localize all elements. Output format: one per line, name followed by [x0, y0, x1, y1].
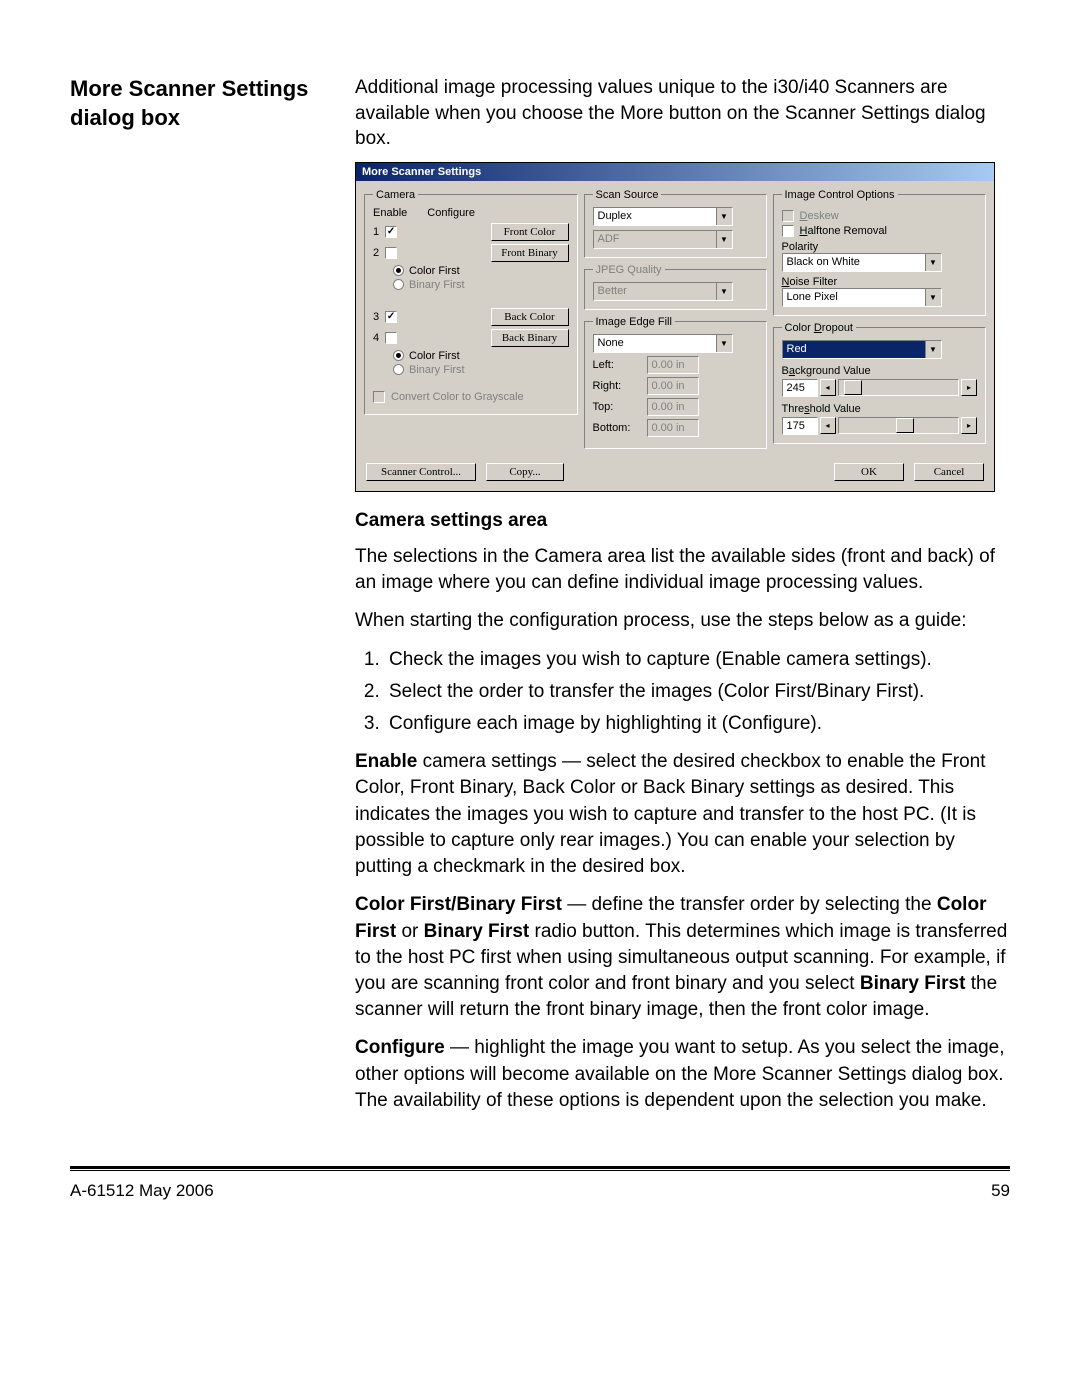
- scan-source-group: Scan Source Duplex▼ ADF▼: [584, 189, 767, 258]
- configure-header: Configure: [427, 207, 475, 219]
- camera-legend: Camera: [373, 189, 418, 201]
- scanner-control-button[interactable]: Scanner Control...: [366, 463, 476, 481]
- para-1: The selections in the Camera area list t…: [355, 544, 1010, 596]
- edge-right-field: 0.00 in: [647, 377, 699, 395]
- section-title: More Scanner Settings dialog box: [70, 75, 330, 132]
- ok-button[interactable]: OK: [834, 463, 904, 481]
- camera-settings-subhead: Camera settings area: [355, 510, 1010, 532]
- dialog-titlebar: More Scanner Settings: [356, 163, 994, 181]
- noise-filter-dropdown[interactable]: Lone Pixel▼: [782, 288, 942, 307]
- enable-4-checkbox[interactable]: [385, 332, 397, 344]
- edge-bottom-field: 0.00 in: [647, 419, 699, 437]
- ico-legend: Image Control Options: [782, 189, 898, 201]
- threshold-value-field[interactable]: 175: [782, 417, 818, 435]
- enable-3-checkbox[interactable]: ✓: [385, 311, 397, 323]
- jpeg-quality-dropdown: Better▼: [593, 282, 733, 301]
- color-first-radio-1[interactable]: [393, 265, 404, 276]
- para-2: When starting the configuration process,…: [355, 608, 1010, 634]
- copy-button[interactable]: Copy...: [486, 463, 564, 481]
- front-binary-button[interactable]: Front Binary: [491, 244, 569, 262]
- edge-fill-dropdown[interactable]: None▼: [593, 334, 733, 353]
- background-value-field[interactable]: 245: [782, 379, 818, 397]
- enable-header: Enable: [373, 207, 407, 219]
- camera-group: Camera Enable Configure 1 ✓ Front Color: [364, 189, 578, 415]
- configure-para: Configure — highlight the image you want…: [355, 1035, 1010, 1114]
- bg-right-arrow[interactable]: ▸: [961, 379, 977, 396]
- scan-source-legend: Scan Source: [593, 189, 662, 201]
- steps-list: Check the images you wish to capture (En…: [355, 647, 1010, 738]
- bg-left-arrow[interactable]: ◂: [820, 379, 836, 396]
- th-left-arrow[interactable]: ◂: [820, 417, 836, 434]
- intro-text: Additional image processing values uniqu…: [355, 75, 1010, 152]
- footer-left: A-61512 May 2006: [70, 1181, 214, 1201]
- jpeg-quality-group: JPEG Quality Better▼: [584, 264, 767, 310]
- enable-1-checkbox[interactable]: ✓: [385, 226, 397, 238]
- adf-dropdown: ADF▼: [593, 230, 733, 249]
- deskew-checkbox: [782, 210, 794, 222]
- halftone-checkbox[interactable]: [782, 225, 794, 237]
- binary-first-radio-1[interactable]: [393, 279, 404, 290]
- bg-slider[interactable]: [838, 379, 960, 396]
- jpeg-legend: JPEG Quality: [593, 264, 665, 276]
- binary-first-radio-2[interactable]: [393, 364, 404, 375]
- step-3: Configure each image by highlighting it …: [385, 711, 1010, 737]
- cancel-button[interactable]: Cancel: [914, 463, 984, 481]
- step-2: Select the order to transfer the images …: [385, 679, 1010, 705]
- footer-rule: [70, 1166, 1010, 1171]
- more-scanner-settings-dialog: More Scanner Settings Camera Enable Conf…: [355, 162, 995, 492]
- edge-fill-legend: Image Edge Fill: [593, 316, 675, 328]
- color-dropout-group: Color Dropout Red▼ Background Value 245 …: [773, 322, 987, 444]
- convert-grayscale-checkbox: [373, 391, 385, 403]
- edge-left-field: 0.00 in: [647, 356, 699, 374]
- enable-2-checkbox[interactable]: [385, 247, 397, 259]
- color-first-radio-2[interactable]: [393, 350, 404, 361]
- footer-page-number: 59: [991, 1181, 1010, 1201]
- polarity-dropdown[interactable]: Black on White▼: [782, 253, 942, 272]
- color-dropout-dropdown[interactable]: Red▼: [782, 340, 942, 359]
- scan-source-dropdown[interactable]: Duplex▼: [593, 207, 733, 226]
- th-slider[interactable]: [838, 417, 960, 434]
- back-color-button[interactable]: Back Color: [491, 308, 569, 326]
- edge-top-field: 0.00 in: [647, 398, 699, 416]
- front-color-button[interactable]: Front Color: [491, 223, 569, 241]
- image-edge-fill-group: Image Edge Fill None▼ Left:0.00 in Right…: [584, 316, 767, 449]
- image-control-options-group: Image Control Options Deskew Halftone Re…: [773, 189, 987, 316]
- color-first-para: Color First/Binary First — define the tr…: [355, 892, 1010, 1023]
- step-1: Check the images you wish to capture (En…: [385, 647, 1010, 673]
- enable-para: Enable camera settings — select the desi…: [355, 749, 1010, 880]
- back-binary-button[interactable]: Back Binary: [491, 329, 569, 347]
- th-right-arrow[interactable]: ▸: [961, 417, 977, 434]
